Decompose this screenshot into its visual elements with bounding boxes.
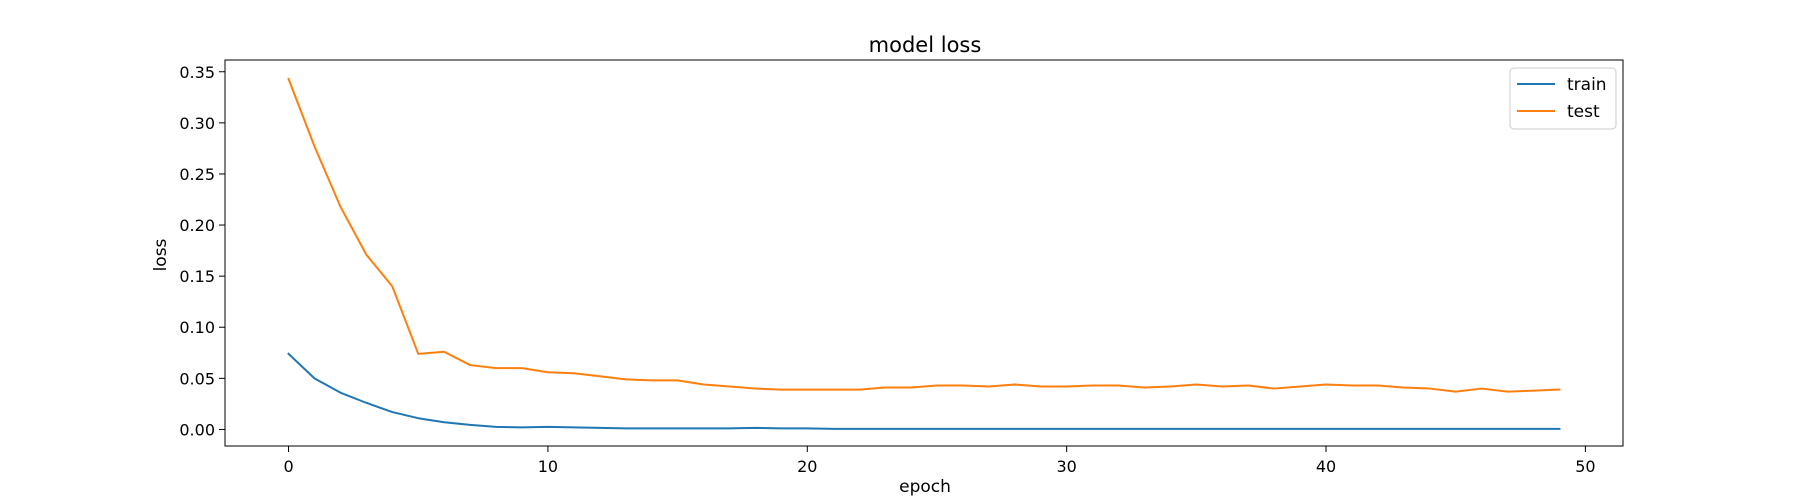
plot-area: 0 10 20 30 40 50 0.00 0.05 0.10 0.15 0.20 0.25 0.30 0…: [179, 63, 1595, 476]
y-tick-label: 0.00: [179, 420, 215, 439]
y-tick-label: 0.15: [179, 267, 215, 286]
y-tick-label: 0.35: [179, 63, 215, 82]
y-tick-label: 0.10: [179, 318, 215, 337]
plot-frame: [224, 59, 1624, 447]
x-axis-label: epoch: [899, 477, 951, 497]
y-axis-label: loss: [151, 238, 171, 271]
chart-title: model loss: [869, 33, 982, 57]
legend-label-test: test: [1567, 102, 1600, 122]
x-tick-label: 0: [283, 457, 293, 476]
y-tick-label: 0.25: [179, 165, 215, 184]
x-tick-label: 30: [1056, 457, 1076, 476]
series-line-train: [287, 352, 1561, 430]
x-tick-label: 10: [538, 457, 558, 476]
y-tick-label: 0.30: [179, 114, 215, 133]
x-tick-label: 40: [1316, 457, 1336, 476]
legend: train test: [1509, 67, 1617, 130]
y-tick-label: 0.05: [179, 369, 215, 388]
series-line-test: [287, 77, 1561, 393]
y-tick-label: 0.20: [179, 216, 215, 235]
x-tick-label: 20: [797, 457, 817, 476]
x-tick-label: 50: [1575, 457, 1595, 476]
legend-label-train: train: [1567, 75, 1607, 95]
